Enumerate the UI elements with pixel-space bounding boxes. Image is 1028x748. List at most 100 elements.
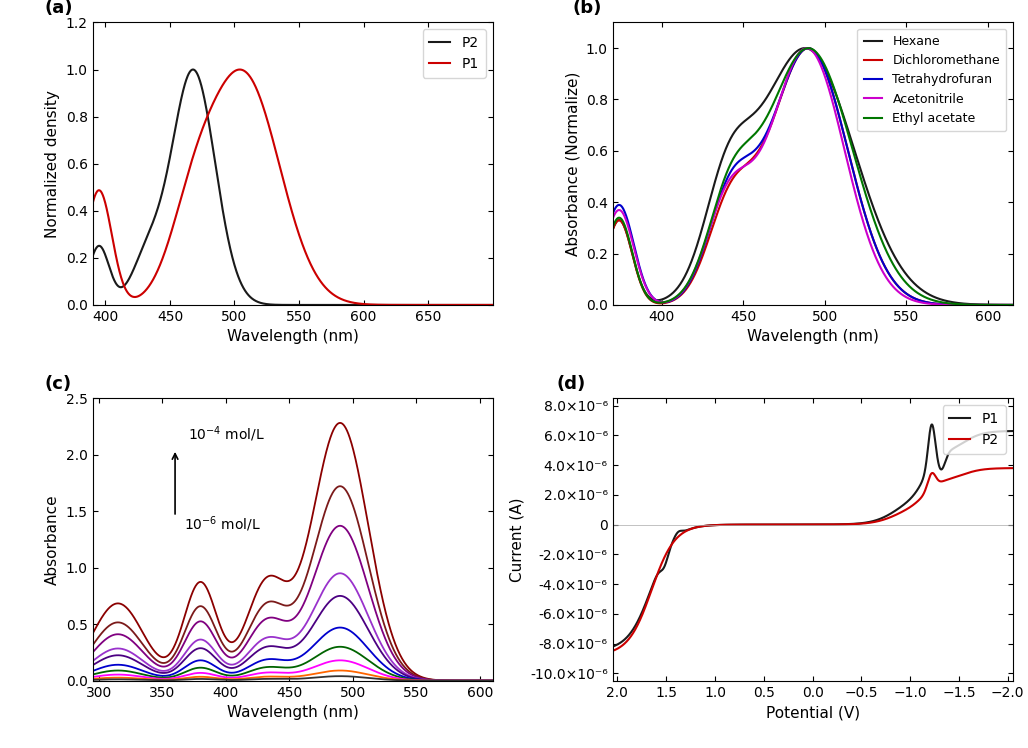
Acetonitrile — [956, 301, 968, 310]
Y-axis label: Absorbance: Absorbance — [45, 494, 60, 585]
Legend: P1, P2: P1, P2 — [943, 405, 1005, 454]
P1 — [156, 255, 169, 264]
Ethyl acetate — [603, 235, 616, 244]
Tetrahydrofuran — [1012, 301, 1024, 310]
Text: (d): (d) — [556, 375, 586, 393]
Ethyl acetate — [1012, 301, 1024, 310]
P1 — [313, 274, 325, 283]
Line: Ethyl acetate: Ethyl acetate — [610, 48, 1018, 305]
Hexane — [799, 43, 811, 52]
Line: P1: P1 — [93, 70, 506, 305]
Line: Hexane: Hexane — [610, 48, 1018, 305]
Hexane — [709, 175, 722, 184]
Acetonitrile — [911, 297, 923, 306]
P2 — [86, 252, 99, 261]
P1 — [998, 426, 1011, 435]
Hexane — [956, 299, 968, 308]
X-axis label: Wavelength (nm): Wavelength (nm) — [226, 705, 359, 720]
Acetonitrile — [1012, 301, 1024, 310]
Acetonitrile — [709, 206, 722, 215]
P1 — [760, 520, 772, 529]
Ethyl acetate — [911, 288, 923, 297]
Acetonitrile — [894, 289, 907, 298]
Tetrahydrofuran — [894, 284, 907, 293]
P1 — [777, 520, 790, 529]
Tetrahydrofuran — [709, 206, 722, 215]
P2 — [675, 529, 688, 538]
P2 — [313, 301, 325, 310]
Text: $10^{-4}$ mol/L: $10^{-4}$ mol/L — [188, 425, 265, 444]
Dichloromethane — [956, 301, 968, 310]
P2 — [760, 520, 772, 529]
Dichloromethane — [894, 284, 907, 293]
P2 — [156, 188, 169, 197]
Acetonitrile — [648, 294, 660, 303]
Dichloromethane — [709, 214, 722, 223]
P2 — [266, 300, 279, 309]
P1 — [266, 132, 279, 141]
P1 — [956, 439, 968, 448]
Dichloromethane — [777, 85, 790, 94]
Ethyl acetate — [894, 272, 907, 280]
Line: P1: P1 — [613, 424, 1013, 646]
Line: Acetonitrile: Acetonitrile — [610, 48, 1018, 305]
Ethyl acetate — [777, 76, 790, 85]
Dichloromethane — [648, 298, 660, 307]
Legend: P2, P1: P2, P1 — [423, 29, 485, 79]
Hexane — [603, 236, 616, 245]
Text: (a): (a) — [44, 0, 73, 16]
Line: P2: P2 — [613, 468, 1013, 651]
Hexane — [777, 64, 790, 73]
P2 — [652, 568, 664, 577]
P2 — [303, 301, 316, 310]
P2 — [141, 232, 153, 241]
P2 — [500, 301, 512, 310]
P2 — [226, 251, 238, 260]
P2 — [955, 470, 967, 479]
Hexane — [894, 262, 907, 271]
P1 — [86, 199, 99, 208]
Ethyl acetate — [648, 297, 660, 306]
P2 — [998, 464, 1011, 473]
Y-axis label: Absorbance (Normalize): Absorbance (Normalize) — [565, 72, 580, 256]
Tetrahydrofuran — [802, 43, 814, 52]
P1 — [652, 569, 664, 578]
Ethyl acetate — [709, 201, 722, 210]
P1 — [225, 69, 237, 78]
Tetrahydrofuran — [956, 301, 968, 310]
Ethyl acetate — [956, 300, 968, 309]
Ethyl acetate — [802, 43, 814, 52]
Y-axis label: Normalized density: Normalized density — [45, 90, 60, 238]
Text: (b): (b) — [573, 0, 602, 16]
Line: P2: P2 — [93, 70, 506, 305]
Tetrahydrofuran — [911, 295, 923, 304]
Dichloromethane — [911, 295, 923, 304]
P1 — [1006, 426, 1019, 435]
P1 — [500, 301, 512, 310]
X-axis label: Wavelength (nm): Wavelength (nm) — [746, 329, 879, 344]
Acetonitrile — [777, 83, 790, 92]
P1 — [303, 258, 316, 267]
P1 — [233, 65, 246, 74]
Dichloromethane — [603, 236, 616, 245]
Tetrahydrofuran — [648, 294, 660, 303]
Hexane — [1012, 301, 1024, 310]
Hexane — [911, 281, 923, 290]
P1 — [675, 527, 688, 536]
P2 — [777, 520, 790, 529]
Y-axis label: Current (A): Current (A) — [510, 497, 524, 582]
Line: Tetrahydrofuran: Tetrahydrofuran — [610, 48, 1018, 305]
Hexane — [648, 295, 660, 304]
P1 — [925, 420, 938, 429]
P1 — [607, 642, 619, 651]
Text: (c): (c) — [44, 375, 72, 393]
Acetonitrile — [603, 224, 616, 233]
P2 — [187, 65, 199, 74]
Tetrahydrofuran — [603, 221, 616, 230]
P2 — [1006, 464, 1019, 473]
P1 — [141, 284, 153, 293]
Line: Dichloromethane: Dichloromethane — [610, 48, 1018, 305]
X-axis label: Potential (V): Potential (V) — [766, 705, 859, 720]
Acetonitrile — [801, 43, 813, 52]
Tetrahydrofuran — [777, 85, 790, 94]
